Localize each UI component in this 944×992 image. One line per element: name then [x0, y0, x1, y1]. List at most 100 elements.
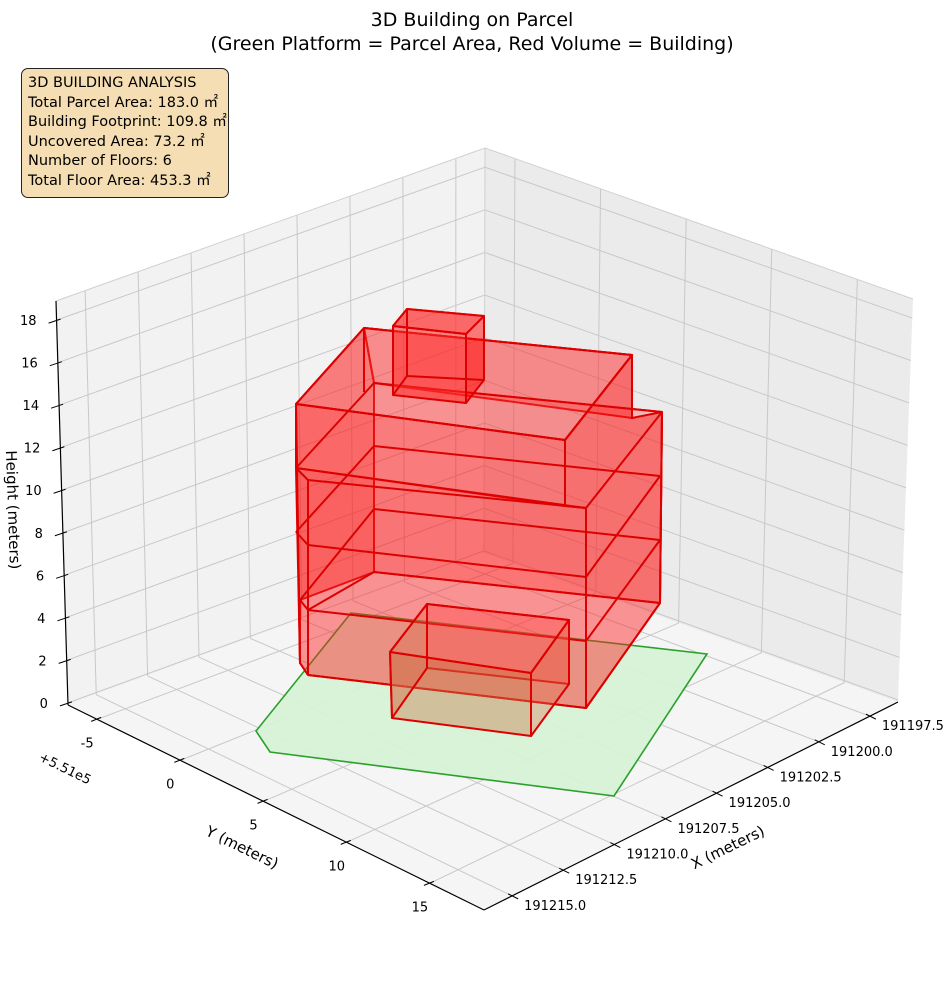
ground-box-edge [389, 603, 570, 674]
z-tick-label: 0 [40, 697, 48, 712]
z-tick-label: 4 [37, 612, 45, 627]
y-tick-label: 5 [249, 818, 257, 833]
z-grid-line [57, 209, 486, 364]
parcel-platform [255, 612, 709, 797]
x-grid-line [243, 233, 251, 639]
y-tick [257, 798, 268, 804]
z-grid-line [484, 337, 907, 489]
z-tick-label: 6 [36, 569, 44, 584]
floor-line [307, 571, 661, 611]
x-tick [712, 790, 723, 797]
x-grid-line [296, 215, 303, 620]
z-tick [55, 573, 69, 579]
axis-ticks [48, 318, 877, 900]
floor-line [299, 539, 661, 642]
x-tick-label: 191202.5 [780, 770, 842, 785]
floor-line [295, 382, 663, 469]
building-edge [295, 403, 301, 664]
z-grid-line [484, 166, 913, 319]
z-tick [50, 403, 64, 409]
z-tick [59, 701, 73, 707]
rooftop-box-top [392, 308, 485, 335]
y-tick [174, 757, 185, 763]
y-grid-line [843, 279, 858, 683]
z-tick [49, 361, 62, 367]
x-grid-line [349, 196, 354, 601]
x-grid-line [96, 694, 513, 897]
info-building-footprint: Building Footprint: 109.8 ㎡ [28, 114, 227, 131]
y-tick-label: -5 [81, 736, 94, 751]
info-total-floor-area: Total Floor Area: 453.3 ㎡ [28, 172, 211, 189]
x-tick [865, 713, 877, 720]
back-right-pane [484, 148, 913, 702]
z-tick-label: 10 [25, 484, 42, 499]
z-tick-label: 18 [20, 314, 37, 329]
building-edge [659, 411, 663, 604]
y-axis-label: Y (meters) [202, 822, 281, 873]
x-tick [507, 893, 519, 900]
z-grid-line [484, 465, 902, 616]
floor-line [299, 508, 661, 601]
info-floors: Number of Floors: 6 [28, 153, 172, 170]
z-tick-label: 8 [35, 527, 43, 542]
z-axis-line [55, 300, 69, 706]
z-axis-label: Height (meters) [2, 450, 24, 570]
z-grid-line [63, 422, 485, 576]
x-tick [814, 739, 826, 746]
y-tick-label: 0 [166, 777, 174, 792]
x-tick-label: 191200.0 [831, 745, 893, 760]
x-tick-label: 191205.0 [729, 796, 791, 811]
y-grid-line [760, 249, 773, 653]
z-tick [57, 616, 70, 622]
y-grid-line [96, 562, 514, 720]
x-tick [610, 842, 621, 848]
x-grid-line [190, 252, 200, 658]
y-tick [90, 716, 102, 722]
back-left-pane [56, 148, 485, 705]
y-tick [423, 880, 435, 886]
z-grid-line [484, 251, 910, 404]
y-axis-line [67, 704, 485, 911]
z-tick [53, 488, 66, 494]
x-tick [763, 765, 774, 771]
z-grid-line [58, 251, 485, 406]
chart-subtitle: (Green Platform = Parcel Area, Red Volum… [210, 33, 733, 55]
z-tick [52, 446, 65, 452]
building-outline [295, 327, 633, 418]
z-grid-line [484, 294, 908, 446]
z-tick-label: 2 [38, 654, 46, 669]
building-volume [295, 308, 663, 737]
tick-labels: 0 2 4 6 8 10 12 14 16 18 -5 0 5 10 15 191197.5 191200.0 1… [20, 314, 944, 915]
z-grid-line [56, 166, 486, 321]
z-grid-line [62, 379, 485, 534]
z-tick [54, 531, 68, 537]
x-tick [661, 816, 672, 823]
z-tick [58, 658, 71, 664]
z-grid-line [483, 550, 899, 701]
z-grid-line [484, 422, 903, 574]
y-offset-label: +5.51e5 [36, 750, 93, 788]
x-grid-line [84, 290, 97, 695]
x-axis-line [483, 701, 899, 911]
x-tick-label: 191207.5 [677, 822, 739, 837]
z-grid-line [66, 507, 485, 661]
building-outline-base [299, 602, 661, 709]
z-tick-label: 16 [21, 357, 38, 372]
x-grid-line [147, 675, 564, 871]
rooftop-box-edge [392, 375, 485, 396]
y-grid-line [512, 158, 516, 564]
x-grid-line [137, 271, 149, 676]
info-total-parcel-area: Total Parcel Area: 183.0 ㎡ [28, 94, 219, 111]
y-tick [340, 839, 351, 845]
y-grid-line [595, 188, 602, 594]
y-grid-line [678, 218, 687, 624]
z-tick-label: 14 [23, 399, 40, 414]
chart-title: 3D Building on Parcel [371, 9, 574, 31]
analysis-info-box: 3D BUILDING ANALYSIS Total Parcel Area: … [21, 68, 229, 198]
y-grid-line [429, 682, 845, 884]
y-tick-label: 10 [328, 859, 345, 874]
z-grid-line [483, 507, 900, 658]
z-tick-label: 12 [24, 442, 41, 457]
x-tick-label: 191210.0 [626, 848, 688, 863]
